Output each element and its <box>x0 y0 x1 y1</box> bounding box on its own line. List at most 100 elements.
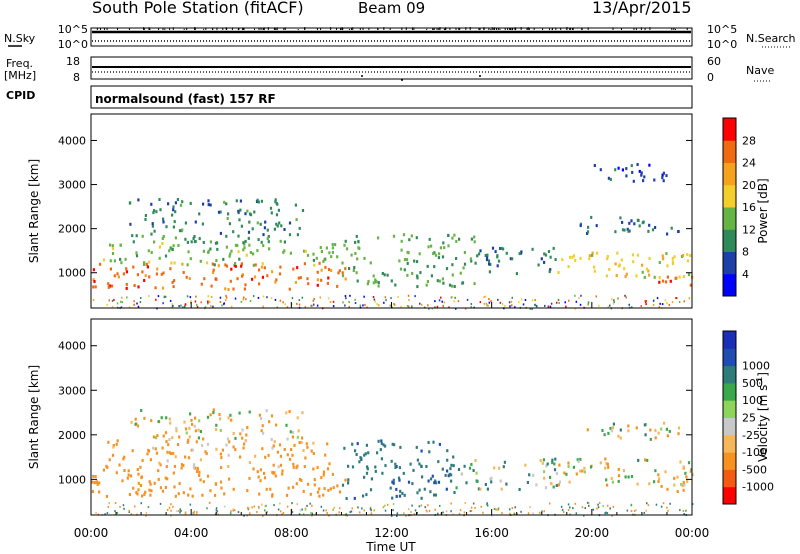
range-cell <box>219 231 222 235</box>
range-cell <box>202 202 205 206</box>
date-label: 13/Apr/2015 <box>592 0 692 17</box>
scatter-cell <box>145 514 147 517</box>
range-cell <box>418 462 421 466</box>
range-cell <box>137 481 140 485</box>
range-cell <box>552 246 555 250</box>
range-cell <box>111 244 114 248</box>
range-cell <box>96 482 99 486</box>
range-cell <box>258 413 261 417</box>
scatter-cell <box>550 302 553 305</box>
nsearch-tick-bottom: 10^0 <box>707 38 737 51</box>
range-cell <box>632 179 635 183</box>
scatter-cell <box>298 299 301 302</box>
range-cell <box>165 416 168 420</box>
scatter-cell <box>196 303 198 306</box>
range-cell <box>165 440 168 443</box>
range-cell <box>131 234 134 238</box>
scatter-cell <box>389 304 391 307</box>
range-cell <box>420 449 423 453</box>
range-cell <box>178 435 181 439</box>
range-cell <box>647 269 650 273</box>
scatter-cell <box>369 507 372 510</box>
range-cell <box>217 210 221 214</box>
range-cell <box>295 466 298 470</box>
nave-dip <box>479 75 481 77</box>
range-cell <box>222 257 225 261</box>
scatter-cell <box>172 505 174 508</box>
scatter-cell <box>397 296 399 299</box>
y-tick-label: 2000 <box>58 223 86 236</box>
scatter-cell <box>219 301 222 303</box>
range-cell <box>322 493 325 497</box>
range-cell <box>689 283 692 287</box>
range-cell <box>92 278 95 282</box>
scatter-cell <box>357 506 359 509</box>
range-cell <box>469 257 472 261</box>
range-cell <box>256 470 259 474</box>
range-cell <box>227 288 230 291</box>
scatter-cell <box>564 301 566 304</box>
range-cell <box>298 441 301 445</box>
range-cell <box>551 458 554 462</box>
scatter-cell <box>322 509 325 512</box>
scatter-cell <box>304 507 307 510</box>
range-cell <box>380 441 383 445</box>
range-cell <box>173 279 176 283</box>
range-cell <box>190 418 193 422</box>
range-cell <box>194 220 197 224</box>
range-cell <box>558 480 561 484</box>
range-cell <box>627 229 630 233</box>
range-cell <box>462 266 465 270</box>
scatter-cell <box>440 512 442 515</box>
scatter-cell <box>179 508 181 511</box>
scatter-cell <box>186 295 189 298</box>
range-cell <box>344 478 347 482</box>
scatter-cell <box>130 513 133 516</box>
scatter-cell <box>560 505 563 508</box>
range-cell <box>280 224 283 228</box>
scatter-cell <box>384 296 387 299</box>
range-cell <box>636 218 639 222</box>
range-cell <box>198 237 201 241</box>
range-cell <box>263 471 266 475</box>
range-cell <box>356 442 359 446</box>
scatter-cell <box>445 510 448 513</box>
range-cell <box>330 269 333 272</box>
range-cell <box>267 240 270 244</box>
range-cell <box>416 260 419 264</box>
range-cell <box>441 277 444 281</box>
scatter-cell <box>111 299 114 302</box>
range-cell <box>577 460 580 463</box>
range-cell <box>604 466 607 470</box>
scatter-cell <box>439 504 441 507</box>
range-cell <box>159 463 162 467</box>
range-cell <box>380 457 383 461</box>
range-cell <box>635 274 638 278</box>
range-cell <box>223 200 226 204</box>
range-cell <box>354 449 357 453</box>
range-cell <box>457 468 461 471</box>
range-cell <box>243 442 246 446</box>
range-cell <box>169 267 172 271</box>
range-cell <box>627 424 630 428</box>
scatter-cell <box>450 510 452 513</box>
range-cell <box>285 493 289 497</box>
scatter-cell <box>532 512 534 515</box>
range-cell <box>377 236 380 240</box>
scatter-cell <box>569 506 571 509</box>
x-tick-label: 20:00 <box>575 526 610 540</box>
scatter-cell <box>631 306 633 309</box>
range-cell <box>171 280 174 284</box>
range-cell <box>646 458 649 462</box>
range-cell <box>295 218 298 222</box>
range-cell <box>617 467 620 471</box>
range-cell <box>170 261 173 265</box>
range-cell <box>303 262 306 266</box>
range-cell <box>636 163 639 166</box>
range-cell <box>543 476 546 480</box>
range-cell <box>176 198 179 201</box>
range-cell <box>243 287 246 291</box>
range-cell <box>423 487 426 491</box>
scatter-cell <box>531 308 533 310</box>
range-cell <box>168 249 171 253</box>
